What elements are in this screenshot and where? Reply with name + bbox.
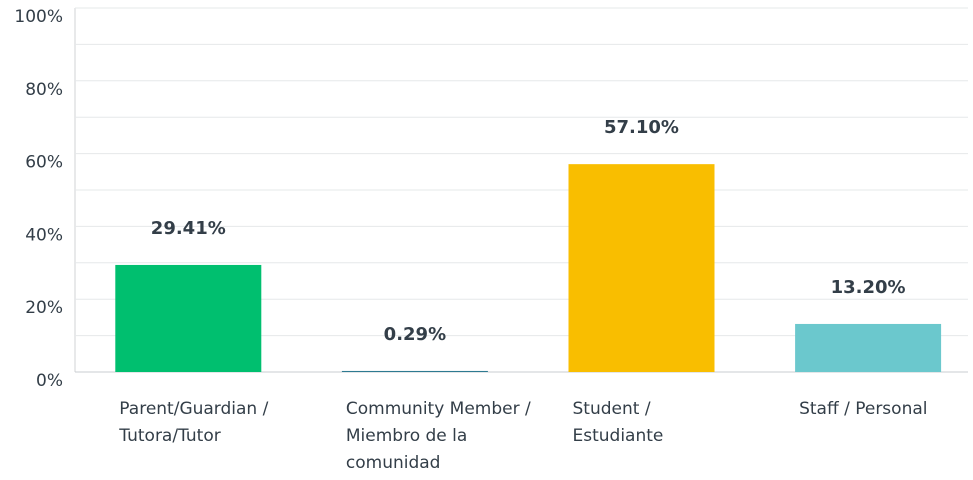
value-label: 29.41% xyxy=(151,218,226,239)
bar xyxy=(341,370,488,372)
bar xyxy=(115,264,262,372)
x-tick-label: Staff / Personal xyxy=(799,399,928,419)
y-tick-label: 20% xyxy=(25,298,63,318)
bar xyxy=(568,164,715,372)
value-label: 57.10% xyxy=(604,117,679,138)
x-tick-label: Community Member / Miembro de la comunid… xyxy=(345,399,531,473)
bar xyxy=(795,323,942,372)
y-tick-label: 100% xyxy=(14,7,63,27)
x-tick-label: Parent/Guardian / Tutora/Tutor xyxy=(119,399,269,446)
value-label: 13.20% xyxy=(831,277,906,298)
value-label: 0.29% xyxy=(384,324,446,345)
y-tick-label: 80% xyxy=(25,80,63,100)
y-tick-label: 0% xyxy=(36,371,63,391)
y-tick-label: 60% xyxy=(25,153,63,173)
y-tick-label: 40% xyxy=(25,225,63,245)
x-tick-label: Student / Estudiante xyxy=(572,399,664,446)
